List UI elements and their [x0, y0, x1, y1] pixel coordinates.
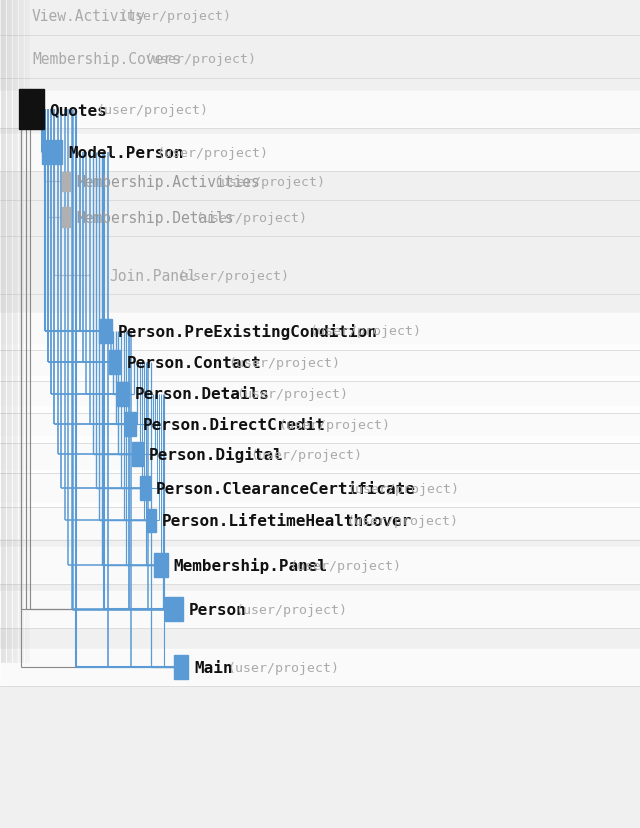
Bar: [62, 208, 70, 228]
Bar: [0, 135, 640, 171]
Text: (user/project): (user/project): [347, 482, 459, 495]
Text: Person.Digital: Person.Digital: [148, 446, 284, 463]
Text: Membership.Panel: Membership.Panel: [173, 557, 328, 574]
Bar: [62, 172, 70, 192]
Bar: [19, 90, 44, 130]
Text: (user/project): (user/project): [96, 104, 208, 117]
Text: Main: Main: [194, 660, 233, 675]
Text: Model.Person: Model.Person: [68, 146, 184, 161]
Text: (user/project): (user/project): [177, 269, 289, 282]
Text: Person.LifetimeHealthCover: Person.LifetimeHealthCover: [162, 513, 412, 528]
Bar: [0, 313, 640, 349]
Bar: [140, 477, 150, 500]
Bar: [117, 383, 129, 406]
Text: (user/project): (user/project): [228, 356, 340, 369]
Text: Membership.Activities: Membership.Activities: [76, 175, 260, 190]
Bar: [0, 407, 640, 443]
Bar: [154, 554, 168, 577]
Text: Person.Contact: Person.Contact: [126, 355, 261, 370]
Text: (user/project): (user/project): [214, 176, 326, 189]
Bar: [42, 142, 62, 165]
Text: (user/project): (user/project): [119, 10, 231, 23]
Text: (user/project): (user/project): [156, 147, 268, 160]
Bar: [125, 413, 136, 436]
Text: (user/project): (user/project): [227, 661, 339, 674]
Bar: [0, 436, 640, 473]
Text: Join.Panel: Join.Panel: [109, 268, 196, 283]
Bar: [147, 509, 156, 532]
Text: (user/project): (user/project): [195, 211, 307, 224]
Bar: [0, 376, 640, 412]
Bar: [0, 649, 640, 686]
Bar: [109, 351, 120, 374]
Text: Person.PreExistingCondition: Person.PreExistingCondition: [118, 323, 378, 339]
Text: (user/project): (user/project): [309, 325, 421, 338]
Text: Person.ClearanceCertificate: Person.ClearanceCertificate: [156, 481, 415, 496]
Text: (user/project): (user/project): [236, 603, 348, 616]
Text: (user/project): (user/project): [250, 448, 362, 461]
Bar: [174, 656, 188, 679]
Text: (user/project): (user/project): [278, 418, 390, 431]
Bar: [0, 591, 640, 628]
Bar: [0, 470, 640, 507]
Text: Person.Details: Person.Details: [134, 387, 269, 402]
Text: Quotes: Quotes: [49, 103, 108, 118]
Text: Membership.Covers: Membership.Covers: [32, 52, 180, 67]
Text: (user/project): (user/project): [347, 514, 458, 527]
Text: Person.DirectCredit: Person.DirectCredit: [142, 417, 325, 432]
Bar: [0, 344, 640, 381]
Bar: [0, 92, 640, 128]
Text: (user/project): (user/project): [289, 559, 401, 572]
Text: Membership.Details: Membership.Details: [76, 210, 234, 225]
Bar: [165, 598, 183, 621]
Text: (user/project): (user/project): [236, 388, 348, 401]
Text: View.Activity: View.Activity: [32, 9, 146, 24]
Bar: [0, 547, 640, 584]
Bar: [132, 443, 143, 466]
Text: (user/project): (user/project): [144, 53, 256, 66]
Text: Person: Person: [189, 602, 247, 617]
Bar: [0, 503, 640, 539]
Bar: [99, 320, 112, 343]
